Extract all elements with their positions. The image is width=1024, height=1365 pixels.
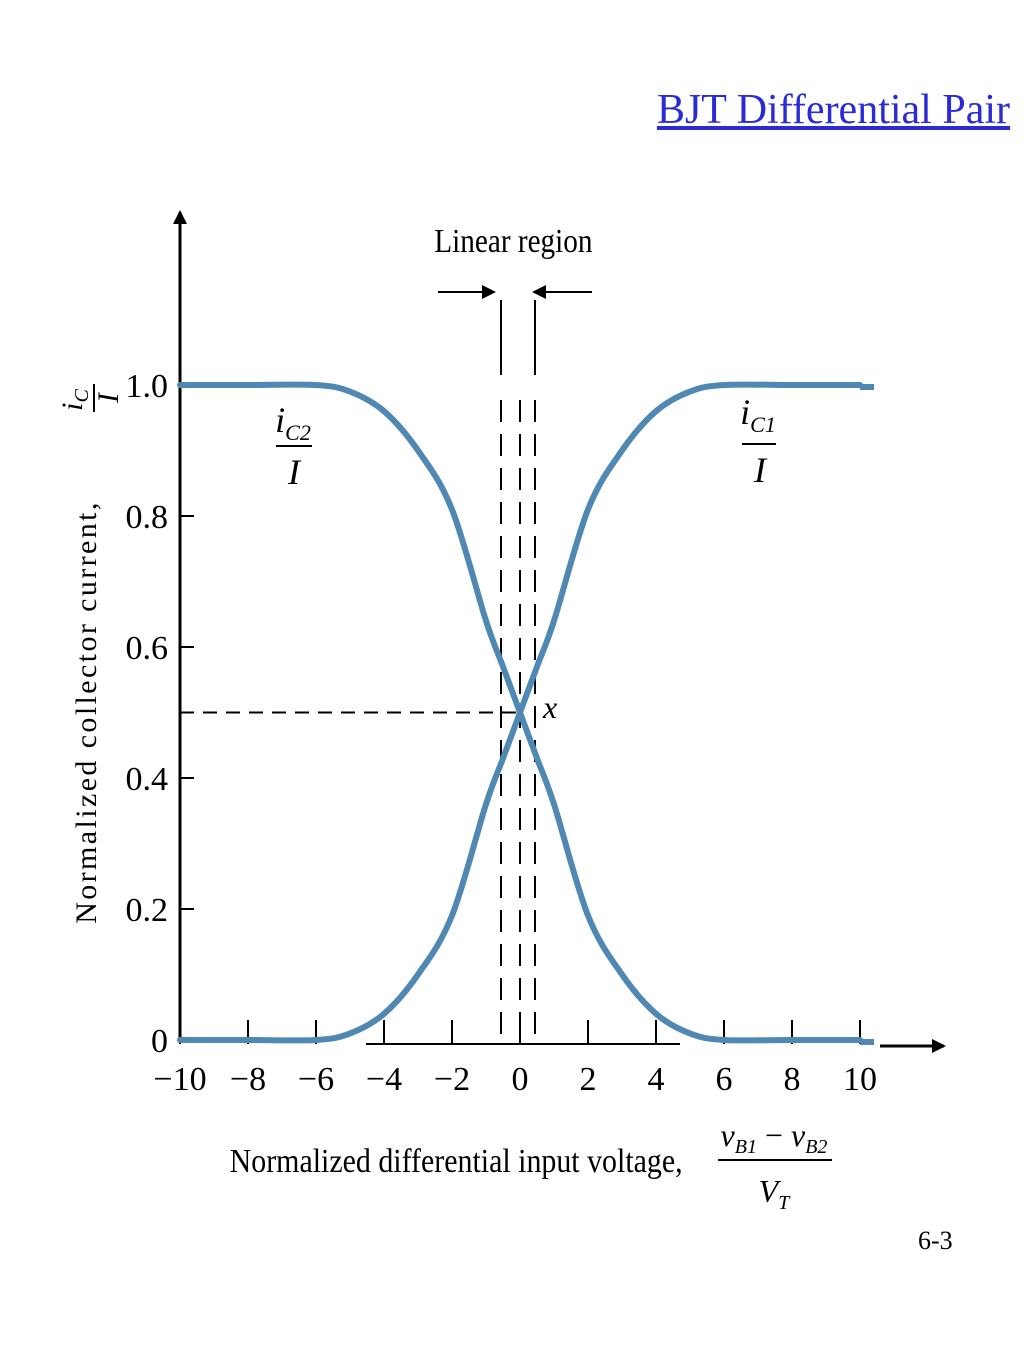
y-tick-label: 0.8 [126, 499, 169, 536]
linear-region-label: Linear region [434, 222, 592, 260]
series-label-ic1: iC1 I [740, 392, 776, 490]
x-tick-label: 0 [512, 1061, 529, 1098]
y-tick-label: 0.6 [126, 630, 169, 667]
series-label-ic1-den: I [753, 450, 768, 490]
y-tick-label: 0.4 [126, 761, 169, 798]
x-tick-label: −2 [434, 1061, 470, 1098]
slide-title: BJT Differential Pair [656, 87, 1010, 133]
x-tick-label: −10 [153, 1061, 206, 1098]
y-tick-label: 1.0 [126, 368, 169, 405]
x-tick-label: −6 [298, 1061, 334, 1098]
series-label-ic2: iC2 I [275, 400, 312, 492]
x-ticks: −10 −8 −6 −4 −2 0 2 4 6 8 10 [153, 1020, 877, 1098]
x-fraction-num-a-sub: B1 [735, 1136, 757, 1158]
y-fraction-den: I [92, 391, 125, 404]
x-fraction-minus: − [765, 1117, 783, 1153]
x-fraction-num-b-sub: B2 [805, 1136, 827, 1158]
y-axis-label-text: Normalized collector current, [70, 500, 103, 924]
series-label-ic1-base: i [740, 392, 750, 432]
guide-lines [180, 300, 536, 1040]
x-axis-label-fraction: vB1− vB2 VT [718, 1117, 832, 1214]
x-tick-label: −8 [230, 1061, 266, 1098]
x-fraction-num-b: v [791, 1117, 806, 1153]
svg-text:iC: iC [56, 389, 93, 411]
x-tick-label: 10 [843, 1061, 877, 1098]
series-ic1-line [177, 381, 863, 1044]
x-tick-label: −4 [366, 1061, 402, 1098]
x-fraction-den-sub: T [778, 1192, 791, 1214]
series-label-ic1-sub: C1 [750, 412, 776, 437]
y-axis-label-fraction: iC I [56, 384, 125, 412]
x-tick-label: 8 [784, 1061, 801, 1098]
series-label-ic2-base: i [275, 400, 285, 440]
series-label-ic2-sub: C2 [285, 420, 311, 445]
x-axis-label-text: Normalized differential input voltage, [230, 1141, 683, 1179]
x-tick-label: 6 [716, 1061, 733, 1098]
svg-text:iC1: iC1 [740, 392, 776, 437]
svg-text:VT: VT [759, 1173, 792, 1214]
y-tick-label: 0.2 [126, 892, 169, 929]
linear-region-marker: Linear region [434, 222, 593, 299]
x-fraction-den-base: V [759, 1173, 782, 1209]
svg-text:vB1−vB2: vB1− vB2 [721, 1117, 828, 1158]
y-ticks: 0 0.2 0.4 0.6 0.8 1.0 [126, 368, 194, 1060]
x-tick-label: 4 [648, 1061, 665, 1098]
crossing-point-label: x [542, 689, 557, 725]
page-number: 6-3 [918, 1226, 953, 1255]
y-axis-label: Normalized collector current, [70, 500, 103, 924]
x-fraction-num-a: v [721, 1117, 736, 1153]
y-fraction-num-base: i [56, 403, 89, 411]
x-tick-label: 2 [580, 1061, 597, 1098]
y-fraction-num-sub: C [71, 389, 93, 403]
svg-text:iC2: iC2 [275, 400, 311, 445]
curves [177, 381, 874, 1045]
y-tick-label: 0 [151, 1023, 168, 1060]
series-label-ic2-den: I [287, 452, 302, 492]
